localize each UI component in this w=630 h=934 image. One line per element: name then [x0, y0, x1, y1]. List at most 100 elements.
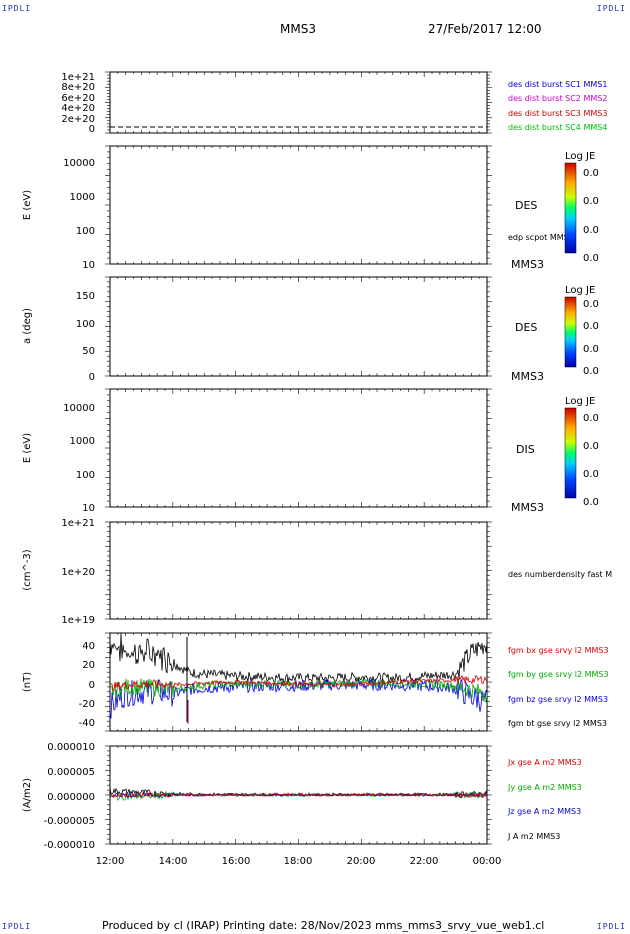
p7-ylabel: (A/m2) [22, 778, 33, 812]
p4-cbar-val: 0.0 [583, 441, 599, 452]
x-tick: 14:00 [159, 856, 188, 867]
p4-ytick: 1000 [70, 436, 95, 447]
corner-stamp-bottom-right: IPDLI [596, 922, 626, 931]
p3-cbar-val: 0.0 [583, 321, 599, 332]
panel-2-frame [109, 145, 488, 265]
x-axis-ticks: 12:00 14:00 16:00 18:00 20:00 22:00 00:0… [96, 856, 502, 867]
p4-spacecraft: MMS3 [511, 501, 544, 514]
p5-legend: des numberdensity fast M [508, 570, 612, 579]
p5-ytick: 1e+19 [61, 615, 95, 626]
p6-legend-bt: fgm bt gse srvy l2 MMS3 [508, 719, 607, 728]
p6-ytick: -20 [79, 699, 95, 710]
p2-ytick: 1000 [70, 192, 95, 203]
p6-legend-by: fgm by gse srvy l2 MMS3 [508, 670, 609, 679]
p3-cbar-val: 0.0 [583, 344, 599, 355]
p4-ytick: 100 [76, 470, 95, 481]
tick-marks [105, 71, 492, 845]
series-line-3 [109, 632, 488, 684]
p7-legend-j: J A m2 MMS3 [507, 832, 560, 841]
panel-1-yticks: 1e+21 8e+20 6e+20 4e+20 2e+20 0 [61, 72, 95, 135]
panel-7-yticks: 0.000010 0.000005 0.000000 -0.000005 -0.… [44, 742, 95, 851]
spacecraft-title: MMS3 [280, 22, 316, 36]
series-line-0 [109, 791, 488, 799]
p4-cbar-val: 0.0 [583, 413, 599, 424]
p6-ytick: 0 [89, 680, 95, 691]
p7-legend-jy: Jy gse A m2 MMS3 [507, 783, 582, 792]
p2-colorbar-title: Log JE [565, 151, 595, 162]
x-tick: 00:00 [473, 856, 502, 867]
p4-ylabel: E (eV) [22, 433, 33, 463]
p4-ytick: 10000 [63, 403, 95, 414]
p3-ylabel: a (deg) [22, 308, 33, 344]
panel-4-yticks: 10000 1000 100 10 [63, 403, 95, 514]
p3-cbar-val: 0.0 [583, 299, 599, 310]
p2-cbar-val: 0.0 [583, 196, 599, 207]
p3-ytick: 100 [76, 319, 95, 330]
p7-ytick: -0.000010 [44, 840, 95, 851]
p3-spacecraft: MMS3 [511, 370, 544, 383]
corner-stamp-top-left: IPDLI [2, 4, 32, 13]
p7-ytick: -0.000005 [44, 816, 95, 827]
panel-4-frame [109, 388, 488, 508]
p3-cbar-val: 0.0 [583, 366, 599, 377]
corner-stamp-bottom-left: IPDLI [2, 922, 32, 931]
p7-ytick: 0.000005 [47, 767, 95, 778]
p4-cbar-val: 0.0 [583, 497, 599, 508]
p7-legend-jx: Jx gse A m2 MMS3 [507, 758, 582, 767]
p1-ytick: 1e+21 [61, 72, 95, 83]
p3-ytick: 50 [82, 346, 95, 357]
p1-legend-sc2: des dist burst SC2 MMS2 [508, 94, 607, 103]
x-tick: 18:00 [284, 856, 313, 867]
p6-ylabel: (nT) [22, 672, 33, 692]
datetime-title: 27/Feb/2017 12:00 [428, 22, 542, 36]
panel-1-legend: des dist burst SC1 MMS1 des dist burst S… [508, 80, 607, 132]
p3-colorbar: Log JE 0.0 0.0 0.0 0.0 [564, 285, 599, 377]
panel-6-yticks: 40 20 0 -20 -40 [79, 641, 95, 729]
p5-ytick: 1e+21 [61, 518, 95, 529]
p2-ylabel: E (eV) [22, 190, 33, 220]
p6-legend-bz: fgm bz gse srvy l2 MMS3 [508, 695, 608, 704]
p3-ytick: 0 [89, 372, 95, 383]
p1-ytick: 6e+20 [61, 93, 95, 104]
p2-cbar-val: 0.0 [583, 225, 599, 236]
p2-ytick: 10000 [63, 158, 95, 169]
footer-credit: Produced by cl (IRAP) Printing date: 28/… [102, 919, 545, 932]
p5-ytick: 1e+20 [61, 567, 95, 578]
p2-cbar-val: 0.0 [583, 253, 599, 264]
x-tick: 16:00 [222, 856, 251, 867]
p1-legend-sc3: des dist burst SC3 MMS3 [508, 109, 607, 118]
p2-colorbar: Log JE 0.0 0.0 0.0 0.0 [564, 151, 599, 264]
p1-legend-sc1: des dist burst SC1 MMS1 [508, 80, 607, 89]
x-tick: 12:00 [96, 856, 125, 867]
p2-overlay-label: edp scpot MMS3 [508, 233, 574, 242]
panel-6-legend: fgm bx gse srvy l2 MMS3 fgm by gse srvy … [508, 646, 609, 728]
panel-5-frame [109, 521, 488, 620]
p4-instrument-name: DIS [516, 443, 535, 456]
p2-instrument-name: DES [515, 199, 537, 212]
series-line-2 [109, 678, 488, 719]
series-line-1 [109, 677, 488, 702]
data-traces [109, 632, 488, 801]
p4-colorbar: Log JE 0.0 0.0 0.0 0.0 [564, 396, 599, 508]
panel-2-yticks: 10000 1000 100 10 [63, 158, 95, 271]
panel-5-yticks: 1e+21 1e+20 1e+19 [61, 518, 95, 626]
p2-cbar-val: 0.0 [583, 168, 599, 179]
panel-1-frame [109, 71, 488, 134]
p1-legend-sc4: des dist burst SC4 MMS4 [508, 123, 607, 132]
p1-ytick: 4e+20 [61, 103, 95, 114]
p3-ytick: 150 [76, 291, 95, 302]
panel-7-legend: Jx gse A m2 MMS3 Jy gse A m2 MMS3 Jz gse… [507, 758, 582, 841]
p2-ytick: 100 [76, 226, 95, 237]
p4-ytick: 10 [82, 503, 95, 514]
series-line-0 [109, 674, 488, 692]
corner-stamp-top-right: IPDLI [596, 4, 626, 13]
p4-colorbar-title: Log JE [565, 396, 595, 407]
p6-ytick: 40 [82, 641, 95, 652]
p2-ytick: 10 [82, 260, 95, 271]
p3-colorbar-title: Log JE [565, 285, 595, 296]
p7-ytick: 0.000010 [47, 742, 95, 753]
p6-legend-bx: fgm bx gse srvy l2 MMS3 [508, 646, 609, 655]
p6-ytick: -40 [79, 718, 95, 729]
panel-3-yticks: 150 100 50 0 [76, 291, 95, 383]
